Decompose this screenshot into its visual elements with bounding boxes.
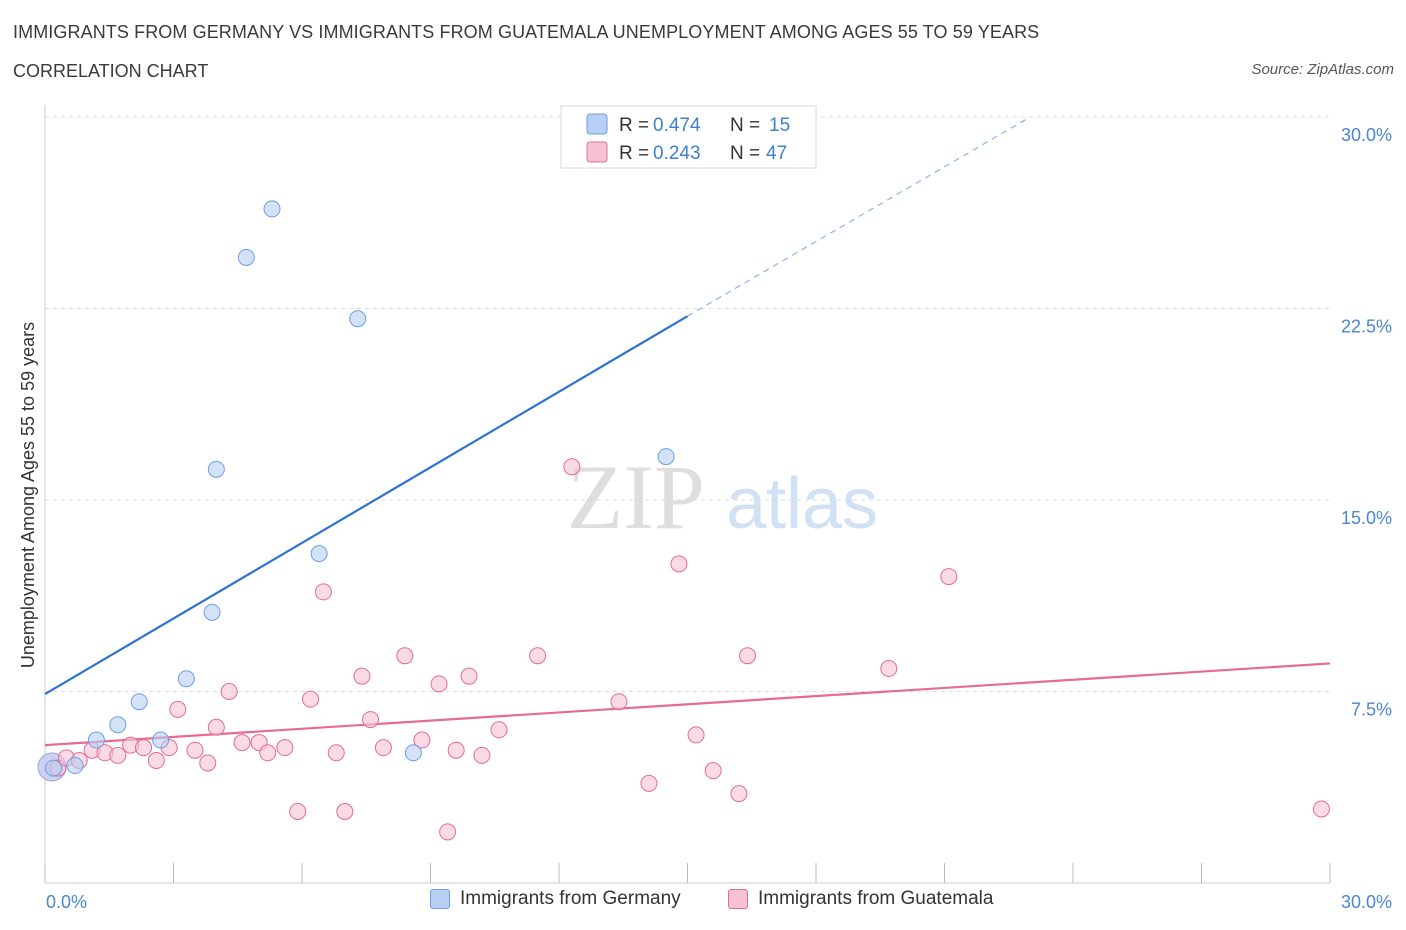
data-point-guatemala: [413, 731, 431, 749]
legend-r-label: R =: [619, 143, 649, 164]
trend-line-germany: [44, 315, 689, 696]
data-point-germany: [349, 310, 367, 328]
data-point-guatemala: [276, 739, 294, 757]
data-point-germany: [66, 757, 84, 775]
legend-top: R = 0.474 N = 15 R = 0.243 N = 47: [560, 105, 817, 169]
data-point-guatemala: [169, 700, 187, 718]
data-point-germany: [657, 448, 675, 466]
y-tick-label: 7.5%: [1351, 700, 1392, 720]
watermark: ZIP atlas: [567, 446, 878, 548]
watermark-zip: ZIP: [567, 446, 705, 548]
data-point-guatemala: [207, 718, 225, 736]
data-point-guatemala: [670, 555, 688, 573]
data-point-germany: [109, 716, 127, 734]
data-point-guatemala: [730, 785, 748, 803]
data-point-germany: [404, 744, 422, 762]
y-tick-label: 30.0%: [1341, 125, 1392, 145]
legend-swatch-guatemala: [586, 141, 608, 163]
data-point-guatemala: [447, 741, 465, 759]
data-point-guatemala: [396, 647, 414, 665]
data-point-guatemala: [289, 803, 307, 821]
data-point-guatemala: [640, 774, 658, 792]
legend-label-guatemala: Immigrants from Guatemala: [758, 888, 994, 909]
data-point-guatemala: [430, 675, 448, 693]
data-point-germany: [263, 200, 281, 218]
data-points: [37, 200, 1330, 841]
gridlines: [45, 116, 1330, 692]
legend-n-germany: 15: [769, 115, 790, 136]
data-point-guatemala: [302, 690, 320, 708]
data-point-germany: [310, 545, 328, 563]
data-point-guatemala: [314, 583, 332, 601]
data-point-guatemala: [336, 803, 354, 821]
y-tick-label: 22.5%: [1341, 317, 1392, 337]
x-tick-label: 0.0%: [46, 892, 87, 912]
data-point-guatemala: [147, 751, 165, 769]
data-point-guatemala: [327, 744, 345, 762]
trend-line-guatemala: [44, 662, 1331, 747]
data-point-guatemala: [460, 667, 478, 685]
watermark-atlas: atlas: [726, 464, 878, 544]
y-tick-label: 15.0%: [1341, 508, 1392, 528]
data-point-guatemala: [109, 746, 127, 764]
source-label: Source: ZipAtlas.com: [1251, 61, 1394, 78]
data-point-guatemala: [233, 734, 251, 752]
data-point-guatemala: [1312, 800, 1330, 818]
data-point-germany: [237, 248, 255, 266]
data-point-guatemala: [259, 744, 277, 762]
legend-n-label: N =: [730, 115, 760, 136]
data-point-guatemala: [738, 647, 756, 665]
data-point-guatemala: [529, 647, 547, 665]
legend-n-guatemala: 47: [766, 143, 787, 164]
data-point-germany: [87, 731, 105, 749]
data-point-guatemala: [374, 739, 392, 757]
data-point-guatemala: [439, 823, 457, 841]
data-point-guatemala: [353, 667, 371, 685]
data-point-guatemala: [880, 660, 898, 678]
data-point-germany: [152, 731, 170, 749]
data-point-guatemala: [490, 721, 508, 739]
x-tick-labels: 0.0% 30.0%: [46, 892, 1392, 912]
legend-swatch-germany: [586, 113, 608, 135]
legend-r-germany: 0.474: [653, 115, 701, 136]
chart-subtitle: CORRELATION CHART: [13, 61, 209, 81]
legend-r-label: R =: [619, 115, 649, 136]
legend-n-label: N =: [730, 143, 760, 164]
data-point-guatemala: [704, 762, 722, 780]
legend-item-germany: Immigrants from Germany: [430, 888, 681, 910]
legend-swatch-guatemala: [728, 889, 748, 909]
data-point-germany: [45, 759, 63, 777]
data-point-guatemala: [362, 711, 380, 729]
chart-title: IMMIGRANTS FROM GERMANY VS IMMIGRANTS FR…: [13, 22, 1040, 42]
y-tick-labels: 7.5% 15.0% 22.5% 30.0%: [1341, 125, 1392, 720]
data-point-guatemala: [220, 683, 238, 700]
data-point-guatemala: [186, 741, 204, 759]
data-point-guatemala: [687, 726, 705, 744]
data-point-guatemala: [199, 754, 217, 772]
data-point-germany: [207, 460, 225, 478]
data-point-germany: [130, 693, 148, 711]
legend-r-guatemala: 0.243: [653, 143, 701, 164]
legend-bottom: Immigrants from Germany Immigrants from …: [0, 888, 1406, 918]
legend-label-germany: Immigrants from Germany: [460, 888, 681, 909]
data-point-guatemala: [473, 746, 491, 764]
data-point-guatemala: [610, 693, 628, 711]
trend-lines: [44, 116, 1331, 747]
legend-item-guatemala: Immigrants from Guatemala: [728, 888, 993, 910]
data-point-guatemala: [135, 739, 153, 757]
data-point-germany: [177, 670, 195, 688]
data-point-guatemala: [940, 568, 958, 586]
data-point-guatemala: [563, 458, 581, 476]
legend-swatch-germany: [430, 889, 450, 909]
y-axis-label: Unemployment Among Ages 55 to 59 years: [18, 322, 38, 668]
data-point-germany: [203, 603, 221, 621]
axes: [44, 105, 1331, 884]
x-tick-label: 30.0%: [1341, 892, 1392, 912]
trend-line-germany-extension: [687, 116, 1031, 317]
